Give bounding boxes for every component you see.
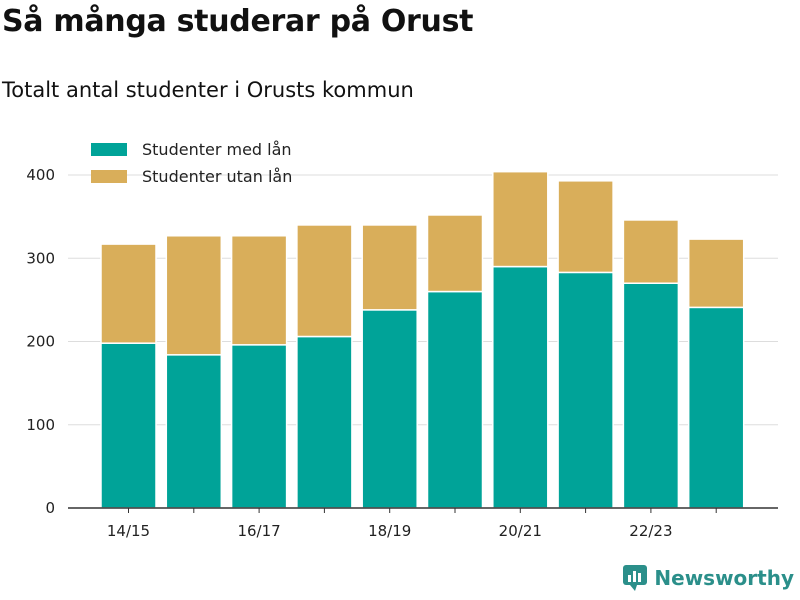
- legend-swatch: [91, 143, 127, 156]
- y-tick-label: 100: [26, 416, 55, 434]
- legend-label: Studenter med lån: [142, 140, 292, 159]
- bar-with-loan: [230, 344, 288, 509]
- chart-title: Så många studerar på Orust: [2, 4, 474, 39]
- bar-without-loan: [492, 170, 549, 268]
- legend-label: Studenter utan lån: [142, 167, 292, 186]
- chart-subtitle: Totalt antal studenter i Orusts kommun: [2, 78, 414, 102]
- bar-without-loan: [296, 224, 353, 338]
- bar-with-loan: [165, 354, 223, 509]
- brand-logo: Newsworthy: [622, 564, 794, 592]
- bar-group: [100, 170, 745, 509]
- bar-with-loan: [361, 309, 418, 509]
- x-tick-label: 22/23: [629, 522, 672, 540]
- legend-swatch: [91, 170, 127, 183]
- bar-with-loan: [492, 265, 549, 509]
- bar-without-loan: [687, 238, 745, 309]
- bar-with-loan: [426, 290, 484, 509]
- bar-with-loan: [557, 271, 614, 509]
- bar-without-loan: [165, 235, 223, 356]
- bar-with-loan: [622, 282, 680, 509]
- y-tick-label: 400: [26, 166, 55, 184]
- bar-without-loan: [230, 235, 288, 346]
- y-tick-label: 300: [26, 249, 55, 267]
- bar-without-loan: [557, 180, 614, 274]
- x-tick-label: 20/21: [499, 522, 542, 540]
- bar-with-loan: [296, 335, 353, 509]
- bar-without-loan: [622, 219, 680, 284]
- newsworthy-logo-icon: [623, 565, 648, 591]
- bar-with-loan: [100, 342, 157, 509]
- x-tick-label: 16/17: [237, 522, 280, 540]
- bar-with-loan: [687, 306, 745, 509]
- axes: 0 100 200 300 400 14/15 16/17 18/19 20/21 22/23: [26, 166, 778, 540]
- y-tick-label: 200: [26, 333, 55, 351]
- legend: Studenter med lån Studenter utan lån: [91, 140, 292, 186]
- bar-without-loan: [426, 214, 484, 293]
- brand-name: Newsworthy: [654, 566, 794, 590]
- x-tick-label: 14/15: [107, 522, 150, 540]
- bar-without-loan: [361, 224, 418, 311]
- bar-without-loan: [100, 243, 157, 344]
- y-tick-label: 0: [45, 499, 55, 517]
- x-tick-label: 18/19: [368, 522, 411, 540]
